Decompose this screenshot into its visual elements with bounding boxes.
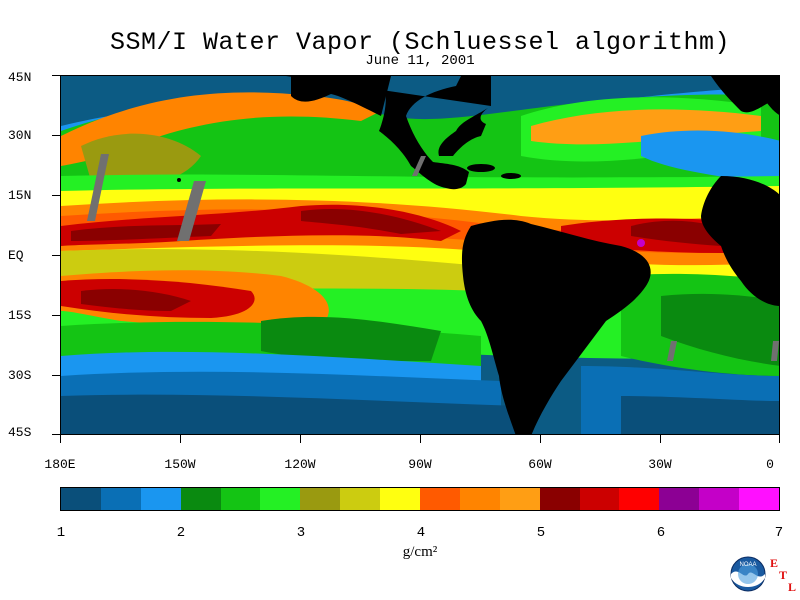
map-date: June 11, 2001 [365,53,475,69]
water-vapor-map [60,75,780,435]
colorbar-label-6: 6 [656,525,666,541]
colorbar-segment [579,488,620,510]
lon-tick [540,435,541,443]
colorbar-label-7: 7 [774,525,784,541]
lon-label-30w: 30W [648,457,672,472]
lon-tick [180,435,181,443]
lat-label-45s: 45S [8,425,32,440]
colorbar [60,487,780,511]
colorbar-label-4: 4 [416,525,426,541]
lat-tick [52,375,60,376]
lon-label-60w: 60W [528,457,552,472]
colorbar-segment [539,488,580,510]
colorbar-segment [61,488,101,510]
noaa-logo: NOAA [730,556,766,592]
colorbar-units: g/cm² [402,544,438,560]
lon-tick [660,435,661,443]
colorbar-segment [459,488,500,510]
lon-tick [779,435,780,443]
map-title: SSM/I Water Vapor (Schluessel algorithm) [109,28,731,57]
colorbar-segment [739,488,780,510]
lon-label-90w: 90W [408,457,432,472]
lat-label-30s: 30S [8,368,32,383]
colorbar-segment [340,488,381,510]
etl-letter-e: E [770,556,779,570]
colorbar-segment [380,488,421,510]
noaa-logo-text: NOAA [739,562,756,568]
colorbar-segment [180,488,221,510]
lat-tick [52,315,60,316]
etl-letter-l: L [788,580,797,594]
lat-label-15n: 15N [8,188,32,203]
colorbar-segment [260,488,301,510]
lat-label-30n: 30N [8,128,32,143]
lat-tick [52,75,60,76]
colorbar-segment [100,488,141,510]
water-vapor-field [61,76,779,434]
colorbar-label-3: 3 [296,525,306,541]
colorbar-label-2: 2 [176,525,186,541]
lon-tick [300,435,301,443]
lon-tick [60,435,61,443]
colorbar-label-1: 1 [56,525,66,541]
lat-tick [52,135,60,136]
etl-letter-t: T [779,568,788,582]
lat-tick [52,434,60,435]
colorbar-segment [420,488,460,510]
lon-label-180e: 180E [44,457,76,472]
colorbar-segment [619,488,660,510]
colorbar-segment [220,488,261,510]
lon-tick [420,435,421,443]
lat-label-15s: 15S [8,308,32,323]
lat-tick [52,195,60,196]
colorbar-segment [499,488,540,510]
colorbar-segment [140,488,181,510]
lon-label-150w: 150W [164,457,196,472]
colorbar-segment [659,488,700,510]
lat-tick [52,255,60,256]
lat-label-eq: EQ [8,248,24,263]
colorbar-label-5: 5 [536,525,546,541]
lon-label-120w: 120W [284,457,316,472]
lon-label-0: 0 [766,457,774,472]
colorbar-segment [300,488,341,510]
colorbar-segment [699,488,740,510]
lat-label-45n: 45N [8,70,32,85]
